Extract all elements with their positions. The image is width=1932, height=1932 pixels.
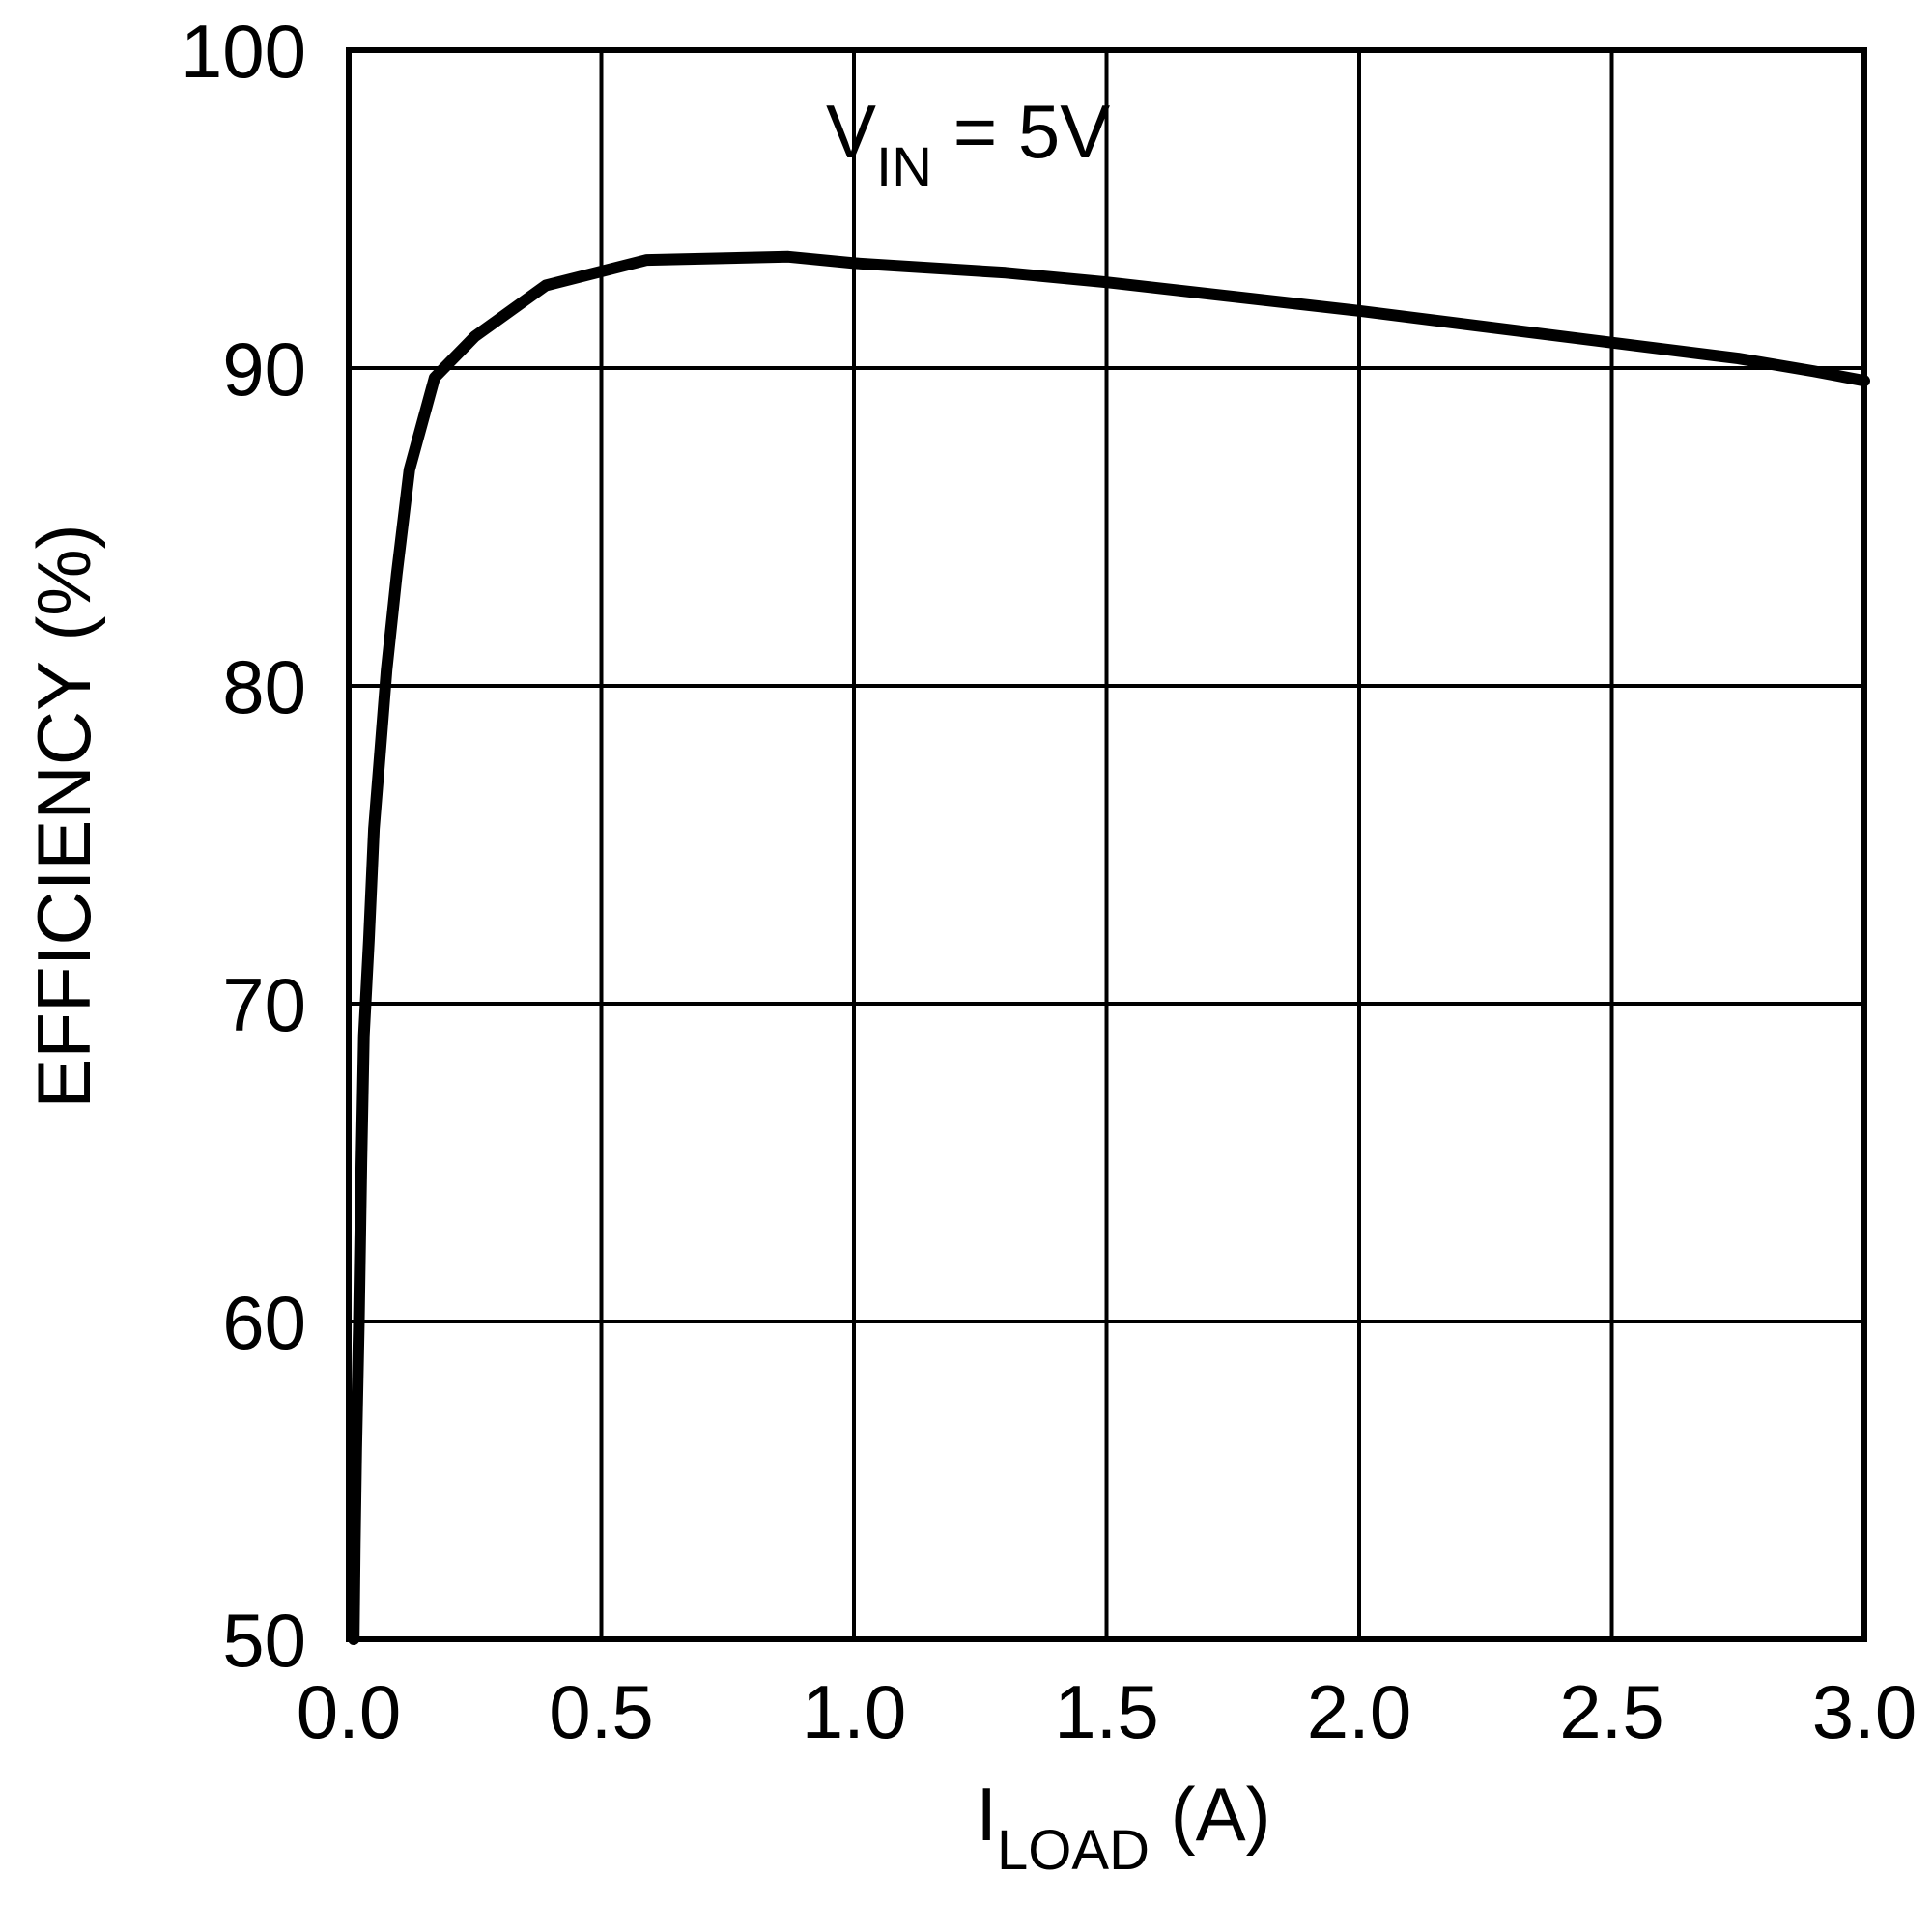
x-tick-label: 0.0 — [297, 1669, 401, 1754]
x-tick-labels: 0.0 0.5 1.0 1.5 2.0 2.5 3.0 — [297, 1669, 1917, 1754]
x-tick-label: 0.5 — [549, 1669, 653, 1754]
vin-annotation: VIN = 5V — [826, 89, 1110, 199]
plot-frame — [346, 47, 1867, 1642]
y-tick-label: 80 — [222, 644, 306, 729]
y-tick-labels: 50 60 70 80 90 100 — [181, 9, 306, 1683]
y-axis-title: EFFICIENCY (%) — [21, 524, 106, 1108]
x-tick-label: 2.5 — [1559, 1669, 1663, 1754]
grid-lines — [347, 48, 1866, 1641]
x-axis-title: ILOAD (A) — [976, 1772, 1270, 1882]
y-tick-label: 50 — [222, 1598, 306, 1683]
x-tick-label: 3.0 — [1812, 1669, 1917, 1754]
x-tick-label: 2.0 — [1307, 1669, 1411, 1754]
y-tick-label: 70 — [222, 962, 306, 1047]
x-tick-label: 1.5 — [1054, 1669, 1158, 1754]
efficiency-curve — [348, 250, 1870, 1645]
y-tick-label: 90 — [222, 327, 306, 412]
y-tick-label: 60 — [222, 1280, 306, 1365]
x-tick-label: 1.0 — [802, 1669, 906, 1754]
y-tick-label: 100 — [181, 9, 306, 94]
